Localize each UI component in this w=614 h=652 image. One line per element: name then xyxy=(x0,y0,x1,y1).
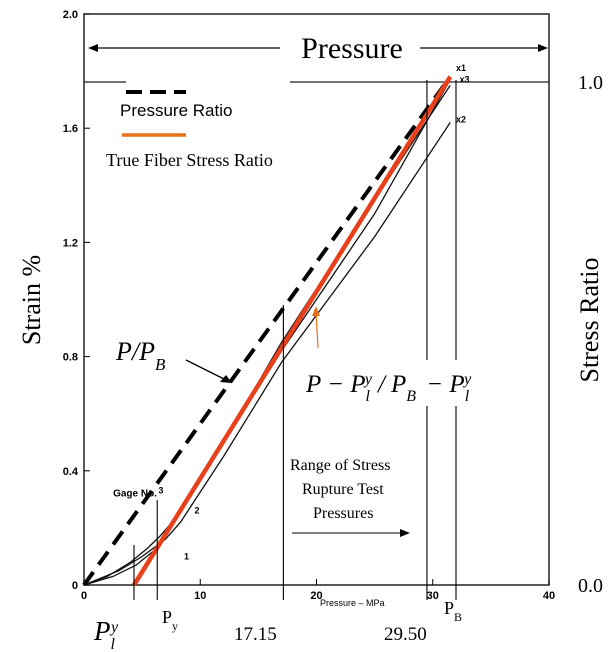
curve-label: x1 xyxy=(456,63,466,73)
x-axis-label: Pressure – MPa xyxy=(320,598,385,608)
tick-17-label: 17.15 xyxy=(234,624,277,645)
reference-lines xyxy=(133,80,457,600)
y-tick-label: 1.6 xyxy=(63,123,78,135)
y-tick-label: 0.4 xyxy=(63,466,79,478)
y2-tick-label: 0.0 xyxy=(578,575,603,597)
series-true-fiber-stress-ratio xyxy=(132,75,453,587)
tick-29-label: 29.50 xyxy=(384,624,427,645)
series-gage-no-2 xyxy=(83,122,451,586)
x-tick-label: 40 xyxy=(543,590,555,602)
y-tick-label: 0.8 xyxy=(63,352,78,364)
x-tick-label: 20 xyxy=(310,590,322,602)
y2-axis-label: Stress Ratio xyxy=(575,258,604,383)
y-tick-label: 0 xyxy=(72,580,78,592)
curve-label: 3 xyxy=(158,486,163,496)
range-note: Range of Stress Rupture Test Pressures xyxy=(290,457,410,537)
x-tick-label: 30 xyxy=(427,590,439,602)
y-axis-label: Strain % xyxy=(17,255,46,345)
series-layer xyxy=(82,75,453,587)
x-tick-label: 0 xyxy=(81,590,87,602)
legend: Pressure Ratio True Fiber Stress Ratio xyxy=(106,80,290,264)
range-note-line-1: Range of Stress xyxy=(290,457,390,474)
pb-label: PB xyxy=(444,598,462,624)
p-over-pb-label: P/PB xyxy=(115,337,166,374)
py-label: Py xyxy=(162,607,178,633)
range-note-line-2: Rupture Test xyxy=(302,481,384,498)
tick-labels: 0 10 20 30 40 0 0.4 0.8 1.2 1.6 2.0 0.0 1.0 xyxy=(63,9,603,602)
legend-box xyxy=(126,80,290,264)
curve-label: 1 xyxy=(184,551,189,561)
y-tick-label: 2.0 xyxy=(63,9,78,21)
curve-label: x3 xyxy=(459,75,469,85)
curve-label: 2 xyxy=(194,506,199,516)
y2-tick-label: 1.0 xyxy=(578,72,603,94)
pressure-arrow xyxy=(88,44,548,52)
y-tick-label: 1.2 xyxy=(63,237,78,249)
legend-true-fiber: True Fiber Stress Ratio xyxy=(106,150,273,170)
legend-pressure-ratio: Pressure Ratio xyxy=(120,101,232,120)
x-tick-label: 10 xyxy=(194,590,206,602)
pressure-label: Pressure xyxy=(301,32,403,65)
curve-label: x2 xyxy=(456,114,466,124)
pl-y-label: Ply xyxy=(93,616,119,652)
stress-ratio-formula: P − Ply / PB − Ply xyxy=(302,306,540,406)
curve-label: Gage No. xyxy=(113,488,157,499)
p-over-pb-annotation: P/PB xyxy=(115,337,232,383)
range-note-line-3: Pressures xyxy=(313,505,373,522)
series-pressure-ratio xyxy=(82,75,452,587)
